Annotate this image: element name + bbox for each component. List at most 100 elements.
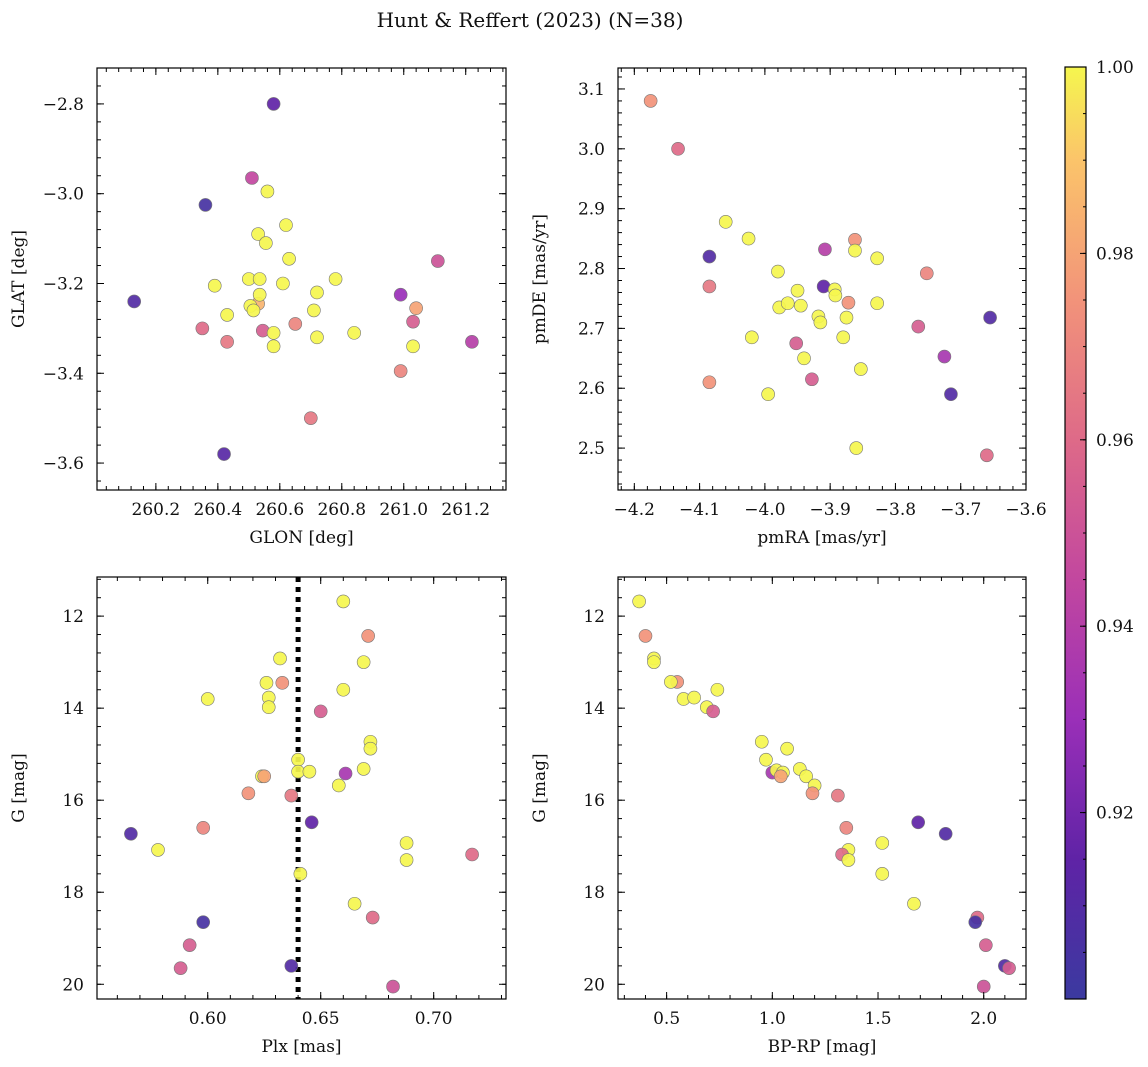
- data-point: [273, 651, 287, 666]
- x-tick-label: 0.60: [189, 1009, 227, 1029]
- data-point: [313, 704, 328, 719]
- data-point: [805, 786, 820, 801]
- data-point: [276, 276, 290, 291]
- data-point: [266, 97, 281, 111]
- x-tick-label: 0.5: [653, 1009, 680, 1029]
- data-point: [241, 786, 256, 801]
- data-point: [220, 335, 234, 349]
- colorbar-tick-label: 0.98: [1096, 244, 1134, 264]
- x-axis-label: BP-RP [mag]: [768, 1037, 877, 1057]
- data-point: [839, 310, 854, 325]
- colorbar-tick-label: 0.96: [1096, 431, 1134, 451]
- x-tick-label: 261.2: [441, 500, 490, 520]
- data-point: [431, 254, 445, 268]
- subplot-1: 260.2 260.4 260.6 260.8 261.0 261.2 −3.6 −3.4 −3…: [9, 67, 507, 548]
- colorbar-tick-label: 0.92: [1096, 804, 1134, 824]
- data-point: [841, 295, 856, 310]
- y-tick-label: 18: [62, 883, 84, 903]
- data-point: [741, 231, 756, 246]
- data-point: [246, 303, 261, 318]
- y-tick-label: 20: [62, 975, 84, 995]
- data-point: [399, 836, 414, 850]
- x-tick-label: 260.2: [132, 500, 181, 520]
- data-point: [875, 836, 890, 850]
- data-point: [261, 700, 276, 715]
- axes-frame: [617, 67, 1027, 491]
- data-point: [356, 762, 371, 776]
- y-axis-label: G [mag]: [9, 753, 29, 822]
- y-tick-label: 2.5: [578, 439, 605, 459]
- data-point: [347, 896, 362, 911]
- data-point: [279, 218, 293, 232]
- data-point: [257, 769, 272, 784]
- data-point: [702, 375, 717, 390]
- data-point: [818, 242, 832, 257]
- x-tick-label: 260.8: [317, 500, 366, 520]
- data-point: [293, 867, 308, 881]
- data-point: [196, 915, 211, 929]
- data-point: [393, 364, 408, 378]
- data-point: [813, 315, 828, 330]
- subplot-3: 0.60 0.65 0.70 12 14 16 18 20 Plx [mas] G [mag]: [9, 576, 507, 1057]
- data-point: [761, 387, 775, 402]
- y-tick-label: −3.4: [43, 364, 84, 384]
- data-point: [288, 317, 303, 331]
- data-point: [836, 330, 851, 345]
- y-tick-label: 2.7: [578, 319, 605, 339]
- x-tick-label: 260.4: [194, 500, 243, 520]
- y-tick-label: 12: [583, 607, 605, 627]
- data-point: [399, 853, 414, 867]
- data-point: [805, 372, 819, 387]
- data-point: [406, 314, 420, 329]
- data-point: [789, 336, 804, 351]
- data-point: [195, 321, 210, 336]
- data-point: [361, 629, 375, 643]
- data-point: [266, 339, 281, 354]
- x-tick-label: 261.0: [379, 500, 428, 520]
- data-point: [907, 896, 921, 911]
- data-point: [875, 867, 890, 881]
- figure-title: Hunt & Reffert (2023) (N=38): [377, 8, 684, 32]
- data-point: [182, 938, 197, 952]
- data-point: [303, 411, 318, 425]
- data-point: [251, 227, 265, 241]
- data-point: [151, 843, 165, 857]
- x-tick-label: 1.5: [864, 1009, 891, 1029]
- x-tick-label: −3.9: [810, 500, 851, 520]
- x-tick-label: −4.1: [679, 500, 720, 520]
- data-point: [245, 171, 259, 185]
- axes-frame: [96, 67, 507, 491]
- y-tick-label: 14: [583, 699, 605, 719]
- data-point: [944, 387, 958, 402]
- data-point: [870, 251, 884, 266]
- data-point: [706, 704, 720, 719]
- y-tick-label: 16: [583, 791, 605, 811]
- y-axis-label: GLAT [deg]: [9, 230, 29, 328]
- x-tick-label: −3.8: [875, 500, 916, 520]
- y-tick-label: 20: [583, 975, 605, 995]
- data-point: [790, 283, 805, 298]
- x-tick-label: −4.0: [744, 500, 785, 520]
- data-point: [220, 308, 234, 322]
- data-point: [797, 351, 811, 366]
- data-point: [911, 319, 926, 334]
- data-point: [919, 266, 934, 281]
- data-point: [259, 676, 274, 690]
- subplot-2: −4.2 −4.1 −4.0 −3.9 −3.8 −3.7 −3.6 2.5 2.6 2.7 2.8…: [530, 67, 1047, 548]
- x-tick-label: 0.65: [302, 1009, 340, 1029]
- data-point: [870, 296, 884, 311]
- data-point: [848, 243, 862, 258]
- data-point: [200, 692, 215, 706]
- data-point: [304, 815, 319, 830]
- data-point: [173, 961, 188, 975]
- data-point: [310, 330, 324, 345]
- colorbar-tick-label: 1.00: [1096, 58, 1134, 78]
- x-tick-label: −3.6: [1005, 500, 1046, 520]
- data-point: [671, 142, 685, 156]
- axes-frame: [96, 576, 507, 1000]
- data-point: [854, 362, 868, 376]
- y-tick-label: 2.9: [578, 200, 605, 220]
- data-point: [409, 301, 423, 315]
- y-tick-label: −3.6: [43, 454, 84, 474]
- data-point: [336, 594, 351, 609]
